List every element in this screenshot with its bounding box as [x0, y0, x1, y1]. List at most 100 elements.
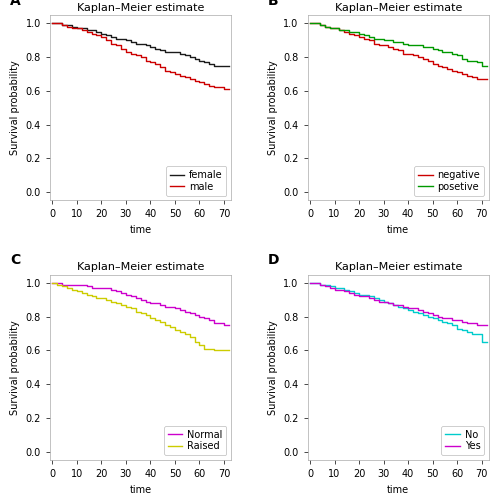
- posetive: [400, 40, 406, 46]
- female: [79, 26, 85, 32]
- Raised: [54, 282, 60, 288]
- Normal: [93, 285, 99, 291]
- negative: [484, 76, 490, 82]
- No: [400, 306, 406, 312]
- female: [74, 26, 80, 32]
- Legend: No, Yes: No, Yes: [441, 426, 484, 455]
- Raised: [211, 348, 217, 354]
- negative: [444, 66, 450, 72]
- male: [84, 29, 90, 35]
- Yes: [474, 322, 480, 328]
- female: [221, 62, 227, 68]
- Normal: [54, 280, 60, 286]
- Yes: [484, 322, 490, 328]
- No: [371, 295, 377, 301]
- Yes: [395, 302, 401, 308]
- posetive: [331, 26, 337, 32]
- male: [147, 59, 153, 65]
- male: [187, 76, 193, 82]
- female: [123, 38, 129, 44]
- Raised: [93, 295, 99, 301]
- posetive: [454, 52, 460, 59]
- male: [182, 74, 188, 80]
- No: [366, 294, 372, 300]
- female: [172, 49, 178, 55]
- Normal: [197, 314, 203, 320]
- Text: B: B: [267, 0, 278, 8]
- male: [197, 80, 203, 86]
- posetive: [366, 34, 372, 40]
- Yes: [430, 312, 436, 318]
- Yes: [376, 298, 382, 304]
- Normal: [123, 292, 129, 298]
- No: [322, 282, 328, 288]
- No: [459, 327, 465, 333]
- Raised: [197, 342, 203, 348]
- Yes: [312, 280, 318, 286]
- posetive: [327, 26, 333, 32]
- Normal: [221, 322, 227, 328]
- No: [435, 317, 441, 323]
- Yes: [386, 300, 392, 306]
- negative: [440, 64, 446, 70]
- posetive: [346, 29, 352, 35]
- negative: [390, 46, 396, 52]
- No: [454, 326, 460, 332]
- negative: [307, 20, 313, 26]
- negative: [331, 26, 337, 32]
- No: [449, 322, 455, 328]
- negative: [351, 32, 357, 38]
- male: [108, 40, 114, 46]
- negative: [474, 76, 480, 82]
- male: [172, 71, 178, 77]
- Normal: [226, 322, 232, 328]
- posetive: [410, 42, 416, 48]
- Normal: [113, 288, 119, 294]
- Yes: [366, 295, 372, 301]
- Normal: [187, 310, 193, 316]
- Raised: [206, 346, 212, 352]
- No: [381, 298, 387, 304]
- male: [74, 26, 80, 32]
- No: [479, 339, 485, 345]
- Normal: [182, 308, 188, 314]
- Normal: [103, 285, 109, 291]
- No: [420, 312, 426, 318]
- Text: A: A: [10, 0, 21, 8]
- Yes: [454, 317, 460, 323]
- Raised: [162, 322, 168, 328]
- female: [118, 36, 124, 42]
- posetive: [341, 27, 347, 33]
- Raised: [103, 297, 109, 303]
- Yes: [346, 290, 352, 296]
- Raised: [187, 334, 193, 340]
- Yes: [464, 320, 470, 326]
- Yes: [415, 307, 421, 313]
- posetive: [420, 44, 426, 50]
- No: [425, 314, 431, 320]
- Line: Normal: Normal: [52, 283, 229, 325]
- Line: Raised: Raised: [52, 283, 229, 350]
- negative: [425, 58, 431, 64]
- female: [84, 27, 90, 33]
- posetive: [449, 51, 455, 57]
- Raised: [167, 324, 173, 330]
- Raised: [182, 330, 188, 336]
- Yes: [341, 288, 347, 294]
- female: [157, 48, 163, 54]
- Yes: [307, 280, 313, 286]
- No: [415, 310, 421, 316]
- Raised: [59, 284, 65, 290]
- Normal: [202, 316, 208, 322]
- Yes: [459, 319, 465, 325]
- female: [182, 52, 188, 59]
- Normal: [84, 284, 90, 290]
- negative: [459, 71, 465, 77]
- No: [361, 292, 367, 298]
- female: [69, 24, 75, 30]
- X-axis label: time: time: [387, 225, 409, 235]
- female: [187, 54, 193, 60]
- Line: No: No: [310, 283, 487, 342]
- female: [113, 36, 119, 42]
- negative: [410, 52, 416, 59]
